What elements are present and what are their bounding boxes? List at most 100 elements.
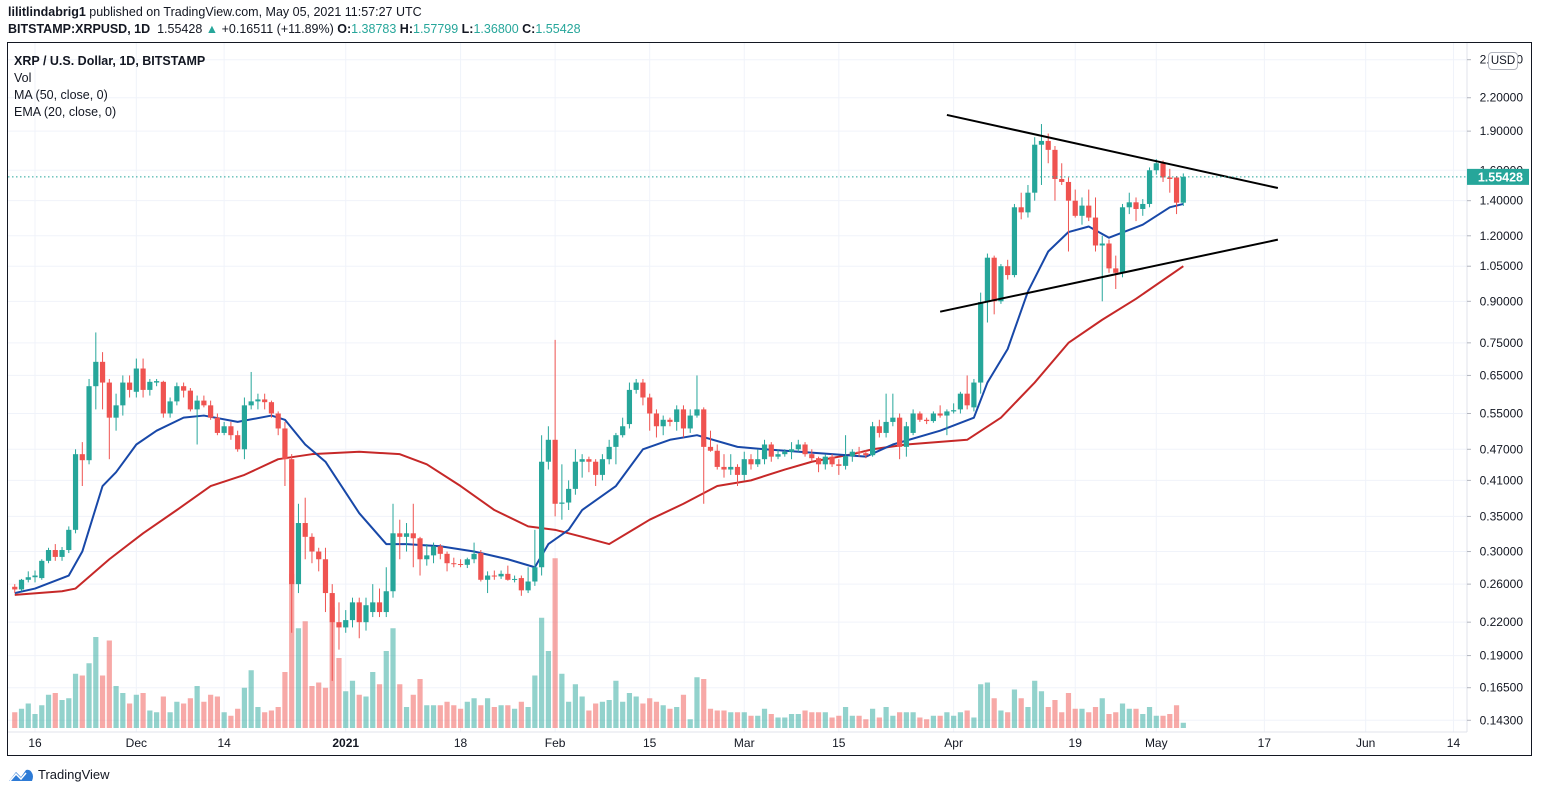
candle-body bbox=[755, 459, 761, 465]
candle-body bbox=[1126, 202, 1132, 208]
volume-bar bbox=[174, 701, 180, 728]
candle-body bbox=[133, 368, 139, 392]
candle-body bbox=[836, 464, 842, 466]
candle-body bbox=[802, 444, 808, 455]
volume-bar bbox=[586, 710, 592, 728]
volume-bar bbox=[1052, 700, 1058, 728]
candle-body bbox=[289, 459, 295, 585]
y-tick-label: 0.35000 bbox=[1480, 509, 1524, 523]
candle-body bbox=[1005, 266, 1011, 276]
x-tick-label: 14 bbox=[1447, 736, 1461, 750]
volume-bar bbox=[775, 717, 781, 728]
volume-bar bbox=[25, 703, 31, 728]
x-tick-label: 15 bbox=[643, 736, 657, 750]
volume-bar bbox=[572, 684, 578, 728]
candle-body bbox=[863, 453, 869, 456]
volume-bar bbox=[545, 651, 551, 728]
y-tick-label: 0.75000 bbox=[1480, 336, 1524, 350]
volume-bar bbox=[606, 700, 612, 728]
candle-body bbox=[680, 409, 687, 429]
legend-title[interactable]: XRP / U.S. Dollar, 1D, BITSTAMP bbox=[14, 54, 206, 68]
candle-body bbox=[815, 458, 822, 465]
triangle-up-icon: ▲ bbox=[205, 22, 219, 36]
candle-body bbox=[32, 575, 38, 578]
volume-bar bbox=[869, 708, 876, 728]
low-value: 1.36800 bbox=[473, 22, 519, 36]
candle-body bbox=[390, 533, 396, 592]
volume-bar bbox=[376, 684, 383, 728]
candle-body bbox=[1018, 207, 1024, 213]
candle-body bbox=[1099, 243, 1105, 246]
candle-body bbox=[147, 381, 153, 390]
footer-brand[interactable]: TradingView bbox=[38, 766, 110, 782]
author-name[interactable]: lilitlindabrig1 bbox=[8, 5, 86, 19]
volume-bar bbox=[1086, 712, 1092, 728]
volume-bar bbox=[18, 708, 25, 728]
y-tick-label: 0.55000 bbox=[1480, 406, 1524, 420]
volume-bar bbox=[363, 696, 369, 728]
candle-body bbox=[518, 578, 524, 591]
volume-bar bbox=[1180, 722, 1186, 728]
candle-body bbox=[52, 550, 58, 557]
candle-body bbox=[511, 578, 518, 580]
candle-body bbox=[748, 459, 754, 465]
candle-body bbox=[897, 417, 903, 447]
candle-body bbox=[1011, 207, 1018, 276]
volume-bar bbox=[971, 717, 977, 728]
y-tick-label: 0.22000 bbox=[1480, 615, 1524, 629]
y-tick-label: 1.05000 bbox=[1480, 259, 1524, 273]
volume-bar bbox=[113, 686, 119, 728]
trendlines[interactable] bbox=[939, 113, 1279, 313]
volume-bar bbox=[66, 698, 72, 728]
candle-body bbox=[424, 555, 430, 560]
candle-body bbox=[599, 459, 606, 475]
volume-bar bbox=[647, 698, 653, 728]
volume-bar bbox=[228, 715, 234, 728]
candle-body bbox=[478, 553, 484, 580]
volume-bar bbox=[262, 712, 268, 728]
volume-bar bbox=[316, 682, 322, 728]
volume-bar bbox=[532, 675, 538, 728]
candle-body bbox=[160, 381, 166, 414]
candle-body bbox=[410, 533, 416, 539]
legend-ma[interactable]: MA (50, close, 0) bbox=[14, 88, 108, 102]
candle-body bbox=[343, 620, 349, 628]
candle-body bbox=[809, 454, 815, 459]
ma50-line bbox=[14, 265, 1184, 596]
legend-vol[interactable]: Vol bbox=[14, 71, 32, 85]
candle-body bbox=[167, 401, 173, 414]
candle-body bbox=[248, 401, 254, 406]
volume-bar bbox=[12, 712, 18, 728]
high-value: 1.57799 bbox=[413, 22, 459, 36]
candle-body bbox=[687, 415, 693, 429]
candle-body bbox=[235, 435, 241, 450]
candle-body bbox=[822, 456, 828, 465]
candle-body bbox=[1113, 268, 1119, 273]
candle-body bbox=[228, 426, 234, 436]
volume-bar bbox=[511, 708, 518, 728]
volume-bar bbox=[849, 715, 855, 728]
volume-bar bbox=[978, 684, 984, 728]
volume-bar bbox=[59, 700, 65, 728]
candle-body bbox=[154, 381, 160, 383]
symbol: BITSTAMP:XRPUSD, 1D bbox=[8, 22, 151, 36]
volume-bar bbox=[235, 708, 241, 728]
volume-bar bbox=[181, 703, 187, 728]
axes[interactable]: 16 Dec 14 2021 18 Feb 15 Mar 15 Apr 19 May 17 Jun 14 2.… bbox=[8, 42, 1529, 750]
x-tick-label: Jun bbox=[1356, 736, 1375, 750]
candle-body bbox=[25, 577, 31, 580]
publish-info: lilitlindabrig1 published on TradingView… bbox=[8, 5, 422, 19]
candle-body bbox=[106, 382, 112, 418]
volume-bar bbox=[79, 675, 85, 728]
volume-bar bbox=[45, 694, 52, 728]
candle-body bbox=[181, 386, 187, 391]
legend-ema[interactable]: EMA (20, close, 0) bbox=[14, 105, 117, 119]
candle-body bbox=[376, 602, 383, 613]
candle-body bbox=[829, 456, 835, 465]
candle-body bbox=[971, 382, 977, 408]
candle-body bbox=[1038, 140, 1045, 145]
currency-button[interactable]: USD bbox=[1488, 52, 1518, 70]
volume-bar bbox=[620, 701, 626, 728]
volume-bar bbox=[815, 712, 822, 728]
